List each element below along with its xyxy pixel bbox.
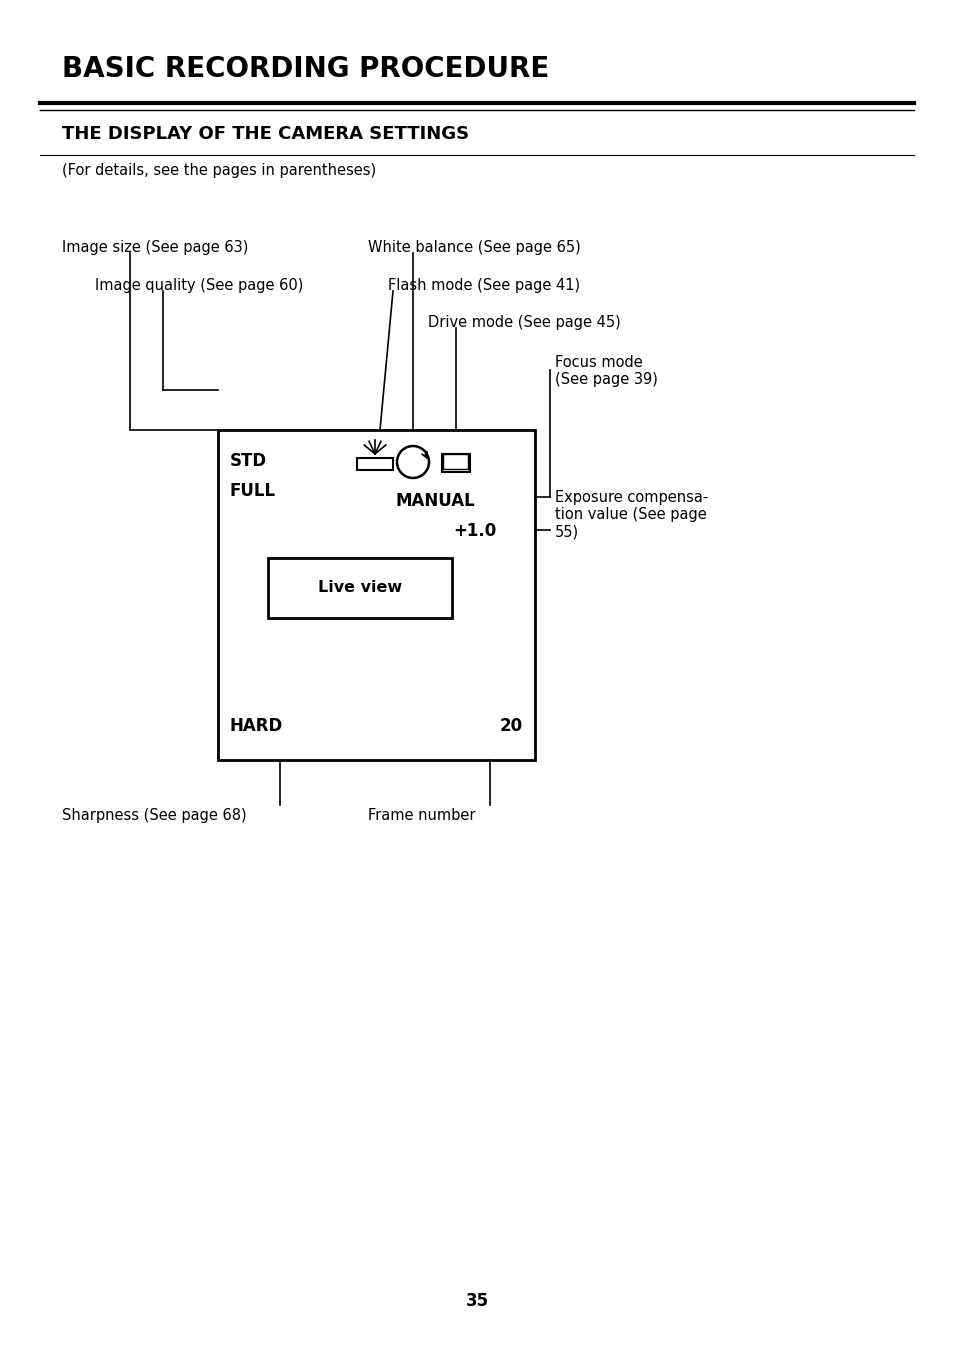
Text: Image quality (See page 60): Image quality (See page 60) [95, 278, 303, 293]
Text: Frame number: Frame number [368, 808, 475, 823]
Text: 35: 35 [465, 1292, 488, 1310]
Text: Sharpness (See page 68): Sharpness (See page 68) [62, 808, 247, 823]
Bar [218, 430, 535, 759]
Bar [441, 455, 470, 472]
Text: MANUAL: MANUAL [395, 492, 475, 510]
Text: Drive mode (See page 45): Drive mode (See page 45) [428, 316, 620, 331]
Text: +1.0: +1.0 [454, 522, 497, 540]
Bar [356, 459, 393, 469]
Text: Focus mode
(See page 39): Focus mode (See page 39) [555, 355, 658, 387]
Text: White balance (See page 65): White balance (See page 65) [368, 240, 580, 255]
Bar [268, 558, 452, 618]
Text: STD: STD [230, 452, 267, 469]
Text: FULL: FULL [230, 482, 275, 500]
Text: (For details, see the pages in parentheses): (For details, see the pages in parenthes… [62, 163, 375, 178]
Text: THE DISPLAY OF THE CAMERA SETTINGS: THE DISPLAY OF THE CAMERA SETTINGS [62, 125, 469, 143]
Text: 20: 20 [499, 718, 522, 735]
Text: HARD: HARD [230, 718, 283, 735]
Text: BASIC RECORDING PROCEDURE: BASIC RECORDING PROCEDURE [62, 55, 549, 84]
Bar [442, 455, 468, 469]
Text: Exposure compensa-
tion value (See page
55): Exposure compensa- tion value (See page … [555, 490, 707, 540]
Text: Live view: Live view [317, 580, 401, 595]
Text: Image size (See page 63): Image size (See page 63) [62, 240, 248, 255]
Text: Flash mode (See page 41): Flash mode (See page 41) [388, 278, 579, 293]
